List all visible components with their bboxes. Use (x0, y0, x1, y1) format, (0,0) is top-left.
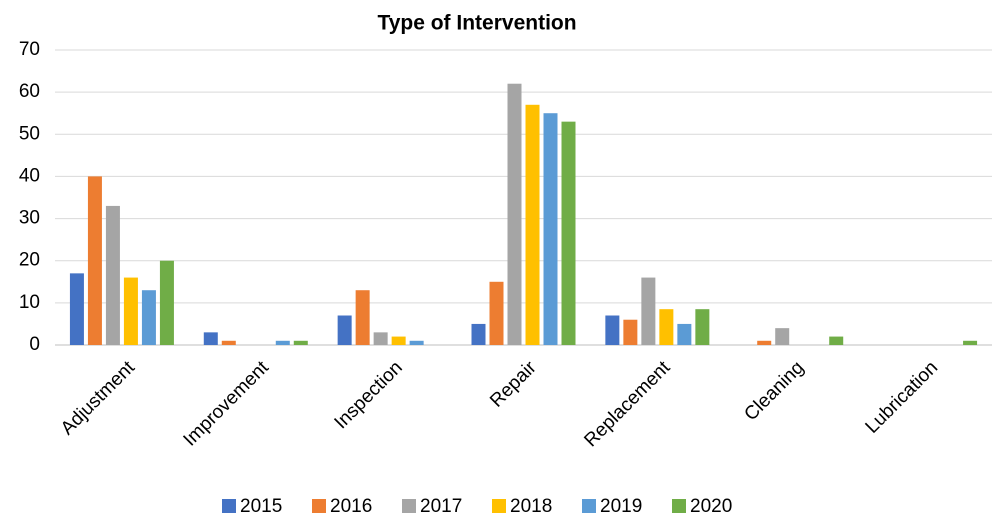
legend-label: 2018 (510, 496, 552, 517)
legend-swatch (312, 499, 326, 513)
legend-label: 2016 (330, 496, 372, 517)
y-tick-label: 20 (19, 250, 40, 271)
bar (203, 332, 218, 345)
bar (373, 332, 388, 345)
bar (355, 290, 370, 345)
bar (293, 340, 308, 345)
x-tick-label: Lubrication (862, 357, 943, 438)
bar (963, 340, 978, 345)
bar (543, 113, 558, 345)
bar (123, 277, 138, 345)
bar (561, 121, 576, 346)
chart-title: Type of Intervention (377, 12, 576, 35)
bar (409, 340, 424, 345)
bar (69, 273, 84, 345)
bar (391, 336, 406, 345)
legend-swatch (222, 499, 236, 513)
bar (623, 319, 638, 345)
legend-label: 2019 (600, 496, 642, 517)
bar (829, 336, 844, 345)
bar (141, 290, 156, 345)
y-tick-label: 60 (19, 81, 40, 102)
bar (489, 281, 504, 345)
legend-label: 2015 (240, 496, 282, 517)
y-tick-label: 10 (19, 292, 40, 313)
x-tick-label: Adjustment (57, 357, 140, 440)
y-tick-label: 50 (19, 123, 40, 144)
bar (677, 323, 692, 345)
x-tick-label: Improvement (180, 357, 274, 451)
bar (275, 340, 290, 345)
bar (159, 260, 174, 345)
bar (641, 277, 656, 345)
y-tick-label: 70 (19, 39, 40, 60)
y-tick-label: 30 (19, 208, 40, 229)
bar (507, 83, 522, 345)
legend-swatch (582, 499, 596, 513)
bar (105, 205, 120, 345)
bar (659, 309, 674, 345)
bar (757, 340, 772, 345)
bar (525, 104, 540, 346)
x-tick-label: Replacement (580, 357, 675, 452)
bar (695, 309, 710, 345)
bar (87, 176, 102, 345)
bar (221, 340, 236, 345)
y-tick-label: 0 (29, 334, 40, 355)
legend-label: 2017 (420, 496, 462, 517)
legend-swatch (492, 499, 506, 513)
bar (471, 323, 486, 345)
legend-label: 2020 (690, 496, 732, 517)
bar (605, 315, 620, 345)
bar (337, 315, 352, 345)
legend-swatch (402, 499, 416, 513)
x-tick-label: Repair (486, 357, 541, 412)
bar (775, 328, 790, 345)
legend-swatch (672, 499, 686, 513)
y-tick-label: 40 (19, 165, 40, 186)
x-tick-label: Inspection (331, 357, 407, 433)
x-tick-label: Cleaning (740, 357, 808, 425)
